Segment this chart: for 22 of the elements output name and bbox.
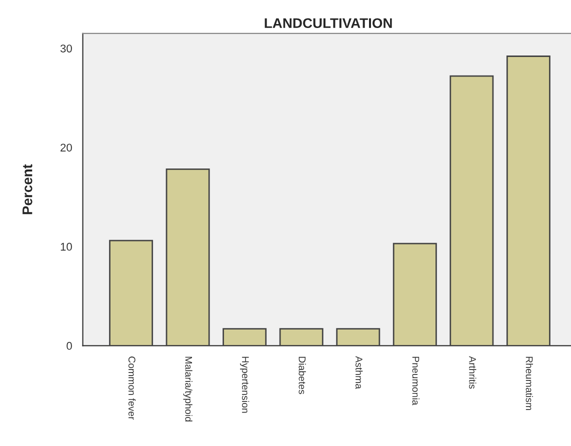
x-tick-label: Malaria/typhoid — [183, 356, 192, 422]
bar — [279, 328, 324, 346]
bar — [109, 240, 154, 346]
y-tick-label: 30 — [60, 44, 72, 52]
chart-title: LANDCULTIVATION — [264, 18, 392, 28]
bar — [222, 328, 267, 346]
bar — [392, 242, 437, 346]
x-tick-label: Asthma — [356, 356, 363, 390]
bar — [336, 328, 380, 346]
bar — [450, 75, 494, 346]
y-tick-label: 0 — [66, 342, 72, 350]
x-tick-label: Arthritis — [469, 356, 476, 389]
y-axis-title: Percent — [22, 164, 32, 214]
y-tick-label: 10 — [60, 242, 72, 251]
x-tick-label: Diabetes — [298, 356, 306, 394]
x-tick-label: Common fever — [128, 356, 136, 420]
x-tick-label: Pneumonia — [412, 356, 420, 406]
x-tick-label: Hypertension — [240, 356, 250, 413]
x-tick-label: Rheumatism — [526, 356, 533, 410]
bar — [506, 56, 550, 346]
y-tick-label: 20 — [60, 144, 72, 152]
bar — [166, 168, 210, 346]
